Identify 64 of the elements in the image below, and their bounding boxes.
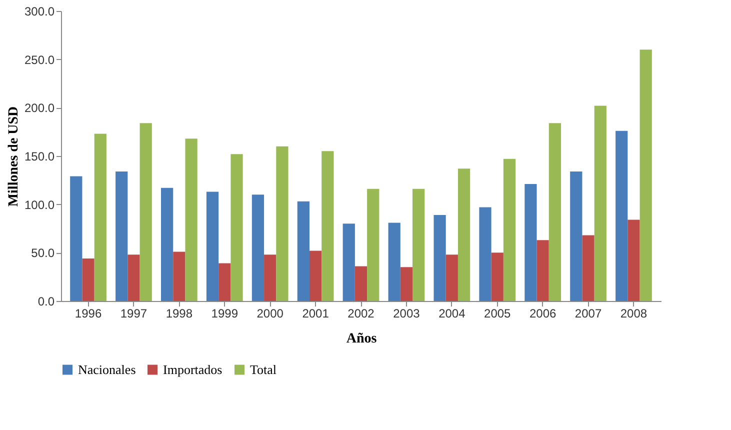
bar <box>628 220 640 301</box>
x-tick-label: 1999 <box>211 306 238 320</box>
bar <box>252 194 264 301</box>
bar <box>479 207 492 301</box>
bar <box>82 258 94 301</box>
x-tick-label: 1996 <box>74 306 102 320</box>
bar <box>140 123 152 301</box>
x-tick-label: 2004 <box>438 306 466 320</box>
bar <box>594 106 606 301</box>
bar <box>491 252 504 301</box>
bar <box>548 123 561 301</box>
bar <box>297 201 310 301</box>
x-tick-label: 2003 <box>393 306 420 320</box>
x-tick-label: 2006 <box>529 306 556 320</box>
bar <box>206 192 219 301</box>
bar <box>458 168 470 301</box>
bar <box>446 254 458 301</box>
x-tick-label: 2007 <box>574 306 602 320</box>
bar <box>570 171 582 301</box>
bar <box>230 154 243 301</box>
bar <box>367 188 380 301</box>
x-tick-label: 2008 <box>620 306 648 320</box>
x-tick-label: 2000 <box>256 306 284 320</box>
bar <box>309 250 322 301</box>
x-tick-label: 1998 <box>166 306 193 320</box>
y-tick-label: 150.0 <box>24 150 55 164</box>
bar <box>536 240 549 301</box>
bar <box>116 171 128 301</box>
x-axis-title: Años <box>346 332 378 346</box>
bar <box>276 146 288 301</box>
bar <box>218 263 231 301</box>
bar <box>412 188 425 301</box>
bar <box>524 184 537 301</box>
y-tick-label: 50.0 <box>31 246 55 260</box>
x-tick-label: 2005 <box>484 306 512 320</box>
y-tick-label: 200.0 <box>24 101 55 116</box>
bar <box>354 266 368 301</box>
y-tick-label: 300.0 <box>24 4 55 18</box>
bar <box>161 188 174 301</box>
y-tick-label: 100.0 <box>24 198 55 212</box>
x-tick-label: 2002 <box>348 306 375 320</box>
bar <box>322 151 334 301</box>
y-axis-title: Millones de USD <box>6 106 22 207</box>
bar <box>640 50 652 301</box>
x-tick-label: 2001 <box>302 306 330 320</box>
bar <box>388 222 400 301</box>
bar <box>185 138 198 301</box>
legend-label: Importados <box>163 362 222 377</box>
bar <box>616 130 628 301</box>
bar <box>582 235 594 301</box>
bar <box>400 267 413 301</box>
bar <box>264 254 276 301</box>
legend-label: Nacionales <box>78 362 136 377</box>
x-tick-label: 1997 <box>120 306 148 320</box>
bar <box>173 252 186 301</box>
bar <box>128 254 140 301</box>
legend-label: Total <box>250 362 277 377</box>
y-tick-label: 250.0 <box>24 52 55 67</box>
bar <box>342 224 355 301</box>
bar <box>94 134 106 301</box>
bar <box>503 158 516 301</box>
y-tick-label: 0.0 <box>38 294 55 308</box>
bar <box>434 214 446 301</box>
bar <box>70 176 82 301</box>
